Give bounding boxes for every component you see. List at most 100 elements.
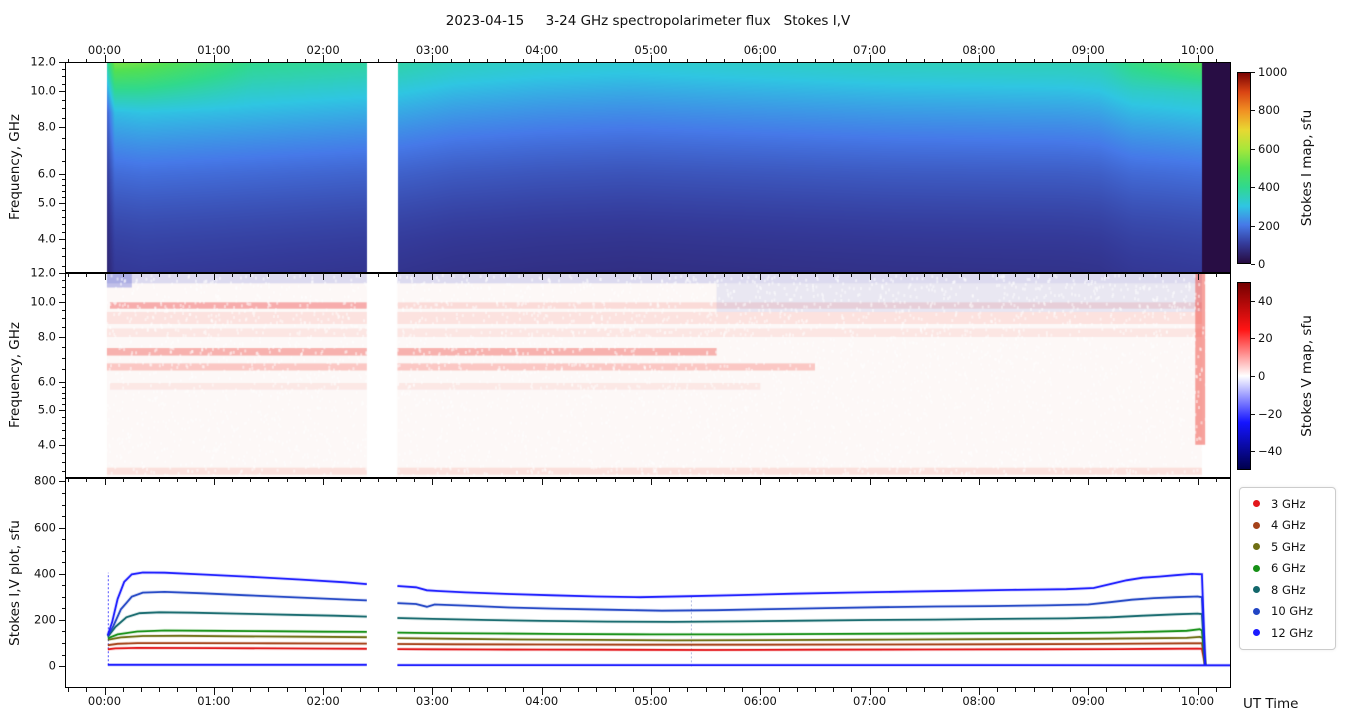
x-tick bbox=[596, 688, 597, 692]
x-tick bbox=[851, 273, 852, 277]
colorbar-tick-label: 200 bbox=[1258, 219, 1280, 233]
colorbar-tick bbox=[1251, 301, 1255, 302]
x-tick bbox=[1161, 59, 1162, 63]
x-tick-label: 06:00 bbox=[744, 696, 777, 708]
colorbar-tick-label: 0 bbox=[1258, 257, 1265, 271]
flux-line-panel bbox=[65, 478, 1231, 688]
y-tick-label: 5.0 bbox=[14, 198, 56, 210]
x-tick bbox=[505, 478, 506, 482]
x-tick bbox=[615, 59, 616, 63]
y-tick-minor bbox=[62, 256, 66, 257]
x-tick bbox=[870, 273, 871, 280]
y-tick-minor bbox=[62, 232, 66, 233]
x-tick bbox=[706, 273, 707, 277]
x-tick bbox=[833, 688, 834, 692]
x-tick bbox=[560, 59, 561, 63]
x-tick bbox=[1052, 478, 1053, 482]
x-tick bbox=[1216, 59, 1217, 63]
x-tick bbox=[997, 273, 998, 277]
x-tick bbox=[1179, 478, 1180, 482]
x-tick bbox=[578, 273, 579, 277]
x-tick bbox=[177, 478, 178, 482]
x-tick bbox=[305, 273, 306, 277]
y-tick-minor bbox=[62, 430, 66, 431]
x-tick bbox=[615, 273, 616, 277]
x-tick bbox=[432, 478, 433, 485]
x-tick bbox=[596, 59, 597, 63]
y-tick-minor bbox=[62, 108, 66, 109]
x-tick bbox=[651, 273, 652, 280]
x-tick bbox=[687, 478, 688, 482]
legend-entry: 10 GHz bbox=[1240, 601, 1335, 623]
legend-label: 3 GHz bbox=[1271, 497, 1306, 511]
y-tick-minor bbox=[62, 358, 66, 359]
y-tick-major bbox=[59, 174, 65, 175]
y-tick-major bbox=[59, 127, 65, 128]
x-tick-label: 10:00 bbox=[1181, 696, 1214, 708]
stokes-i-heatmap bbox=[66, 63, 1230, 272]
y-tick-label: 600 bbox=[14, 522, 56, 534]
x-tick bbox=[305, 59, 306, 63]
x-tick bbox=[961, 273, 962, 277]
legend-label: 10 GHz bbox=[1271, 604, 1313, 618]
x-tick bbox=[469, 688, 470, 692]
x-tick bbox=[414, 273, 415, 277]
x-tick bbox=[924, 59, 925, 63]
y-tick-minor bbox=[62, 655, 66, 656]
x-tick bbox=[560, 273, 561, 277]
x-tick bbox=[360, 59, 361, 63]
x-tick-label: 05:00 bbox=[634, 45, 667, 57]
x-tick bbox=[760, 273, 761, 280]
stokes-i-map-panel bbox=[65, 62, 1231, 273]
y-tick-minor bbox=[62, 287, 66, 288]
y-tick-major bbox=[59, 528, 65, 529]
colorbar-tick bbox=[1251, 149, 1255, 150]
x-tick bbox=[815, 688, 816, 692]
y-tick-minor bbox=[62, 462, 66, 463]
x-tick bbox=[68, 59, 69, 63]
y-tick-label: 4.0 bbox=[14, 440, 56, 452]
x-tick-label: 03:00 bbox=[416, 696, 449, 708]
x-tick bbox=[997, 688, 998, 692]
x-tick-label: 08:00 bbox=[962, 696, 995, 708]
stokes-v-colorbar bbox=[1237, 282, 1251, 470]
x-tick bbox=[487, 273, 488, 277]
y-tick-minor bbox=[62, 608, 66, 609]
x-tick bbox=[1070, 478, 1071, 482]
x-tick bbox=[1143, 59, 1144, 63]
colorbar-tick bbox=[1251, 338, 1255, 339]
x-tick bbox=[177, 273, 178, 277]
legend-label: 4 GHz bbox=[1271, 518, 1306, 532]
colorbar-tick bbox=[1251, 264, 1255, 265]
legend-dot-icon bbox=[1253, 629, 1260, 636]
x-tick bbox=[105, 478, 106, 485]
colorbar-tick-label: 20 bbox=[1258, 331, 1273, 345]
x-tick bbox=[123, 59, 124, 63]
y-tick-minor bbox=[62, 76, 66, 77]
x-tick bbox=[979, 478, 980, 485]
flux-series-line bbox=[108, 573, 367, 636]
colorbar-tick bbox=[1251, 226, 1255, 227]
x-tick bbox=[596, 478, 597, 482]
y-tick-label: 800 bbox=[14, 476, 56, 488]
x-tick-label: 00:00 bbox=[88, 696, 121, 708]
x-tick bbox=[542, 273, 543, 280]
x-tick bbox=[1015, 478, 1016, 482]
x-tick bbox=[68, 478, 69, 482]
x-tick bbox=[523, 59, 524, 63]
y-tick-minor bbox=[62, 217, 66, 218]
x-tick bbox=[287, 59, 288, 63]
legend-entry: 5 GHz bbox=[1240, 536, 1335, 558]
y-tick-minor bbox=[62, 585, 66, 586]
x-tick bbox=[1198, 478, 1199, 485]
y-tick-major bbox=[59, 666, 65, 667]
x-tick bbox=[1143, 273, 1144, 277]
x-tick bbox=[232, 59, 233, 63]
x-tick bbox=[196, 273, 197, 277]
x-tick bbox=[105, 273, 106, 280]
x-tick bbox=[1015, 59, 1016, 63]
x-tick bbox=[669, 273, 670, 277]
x-tick bbox=[177, 688, 178, 692]
y-tick-label: 12.0 bbox=[14, 56, 56, 68]
x-tick bbox=[924, 273, 925, 277]
